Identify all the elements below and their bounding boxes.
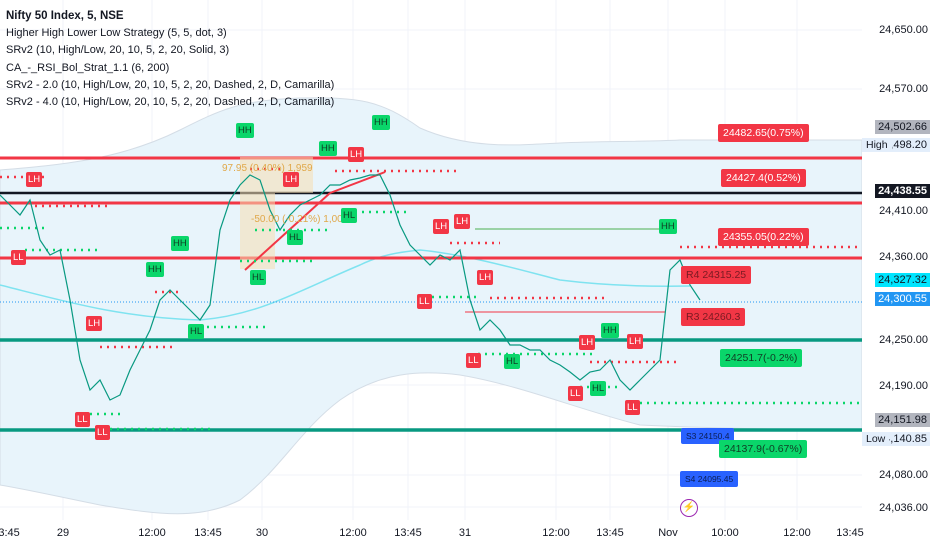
time-label: 29 (56, 527, 70, 539)
swing-marker-ll: LL (568, 386, 583, 401)
swing-marker-lh: LH (579, 335, 596, 350)
swing-marker-lh: LH (627, 334, 644, 349)
time-label: 10:00 (711, 527, 739, 539)
swing-marker-hh: HH (146, 262, 164, 277)
indicator-legend-item[interactable]: SRv2 - 2.0 (10, High/Low, 20, 10, 5, 2, … (6, 78, 335, 91)
indicator-legend-item[interactable]: Higher High Lower Low Strategy (5, 5, do… (6, 27, 227, 39)
upper-band-tag: 24,502.66 (875, 120, 930, 134)
swing-marker-hh: HH (171, 236, 189, 251)
resistance-callout-2: 24427.4(0.52%) (721, 169, 806, 187)
swing-marker-lh: LH (26, 172, 43, 187)
price-label: 24,250.00 (879, 334, 928, 346)
measure-label-lower: -50.00 (-0.21%) 1,000 (251, 214, 349, 225)
indicator-legend-item[interactable]: SRv2 (10, High/Low, 20, 10, 5, 2, 20, So… (6, 44, 230, 57)
swing-marker-hh: HH (236, 123, 254, 138)
last-price-tag: 24,300.55 (875, 292, 930, 306)
candles (0, 174, 701, 401)
support-callout-2: 24137.9(-0.67%) (719, 440, 808, 458)
resistance-callout-3: 24355.05(0.22%) (718, 228, 809, 246)
measure-box-upper (240, 157, 313, 193)
swing-marker-hh: HH (659, 219, 677, 234)
swing-marker-hl: HL (287, 230, 304, 245)
swing-marker-hl: HL (341, 208, 358, 223)
camarilla-s4-callout: S4 24095.45 (680, 471, 739, 487)
swing-marker-ll: LL (75, 412, 90, 427)
swing-marker-hl: HL (250, 270, 267, 285)
price-label: 24,080.00 (879, 469, 928, 481)
black-line-tag: 24,438.55 (875, 184, 930, 198)
swing-marker-lh: LH (433, 219, 450, 234)
swing-marker-lh: LH (86, 316, 103, 331)
swing-marker-hh: HH (372, 115, 390, 130)
price-label: 24,360.00 (879, 251, 928, 263)
time-label: 30 (255, 527, 269, 539)
price-label: 24,570.00 (879, 83, 928, 95)
price-label: 24,410.00 (879, 205, 928, 217)
swing-marker-hl: HL (504, 354, 521, 369)
lower-band-tag: 24,151.98 (875, 413, 930, 427)
indicator-legend-item[interactable]: SRv2 - 4.0 (10, High/Low, 20, 10, 5, 2, … (6, 96, 335, 109)
price-label: 24,650.00 (879, 24, 928, 36)
measure-label-upper: 97.95 (0.40%) 1,959 (222, 163, 313, 174)
time-label: 13:45 (194, 527, 222, 539)
swing-marker-ll: LL (625, 400, 640, 415)
chart-legend: Nifty 50 Index, 5, NSE Higher High Lower… (6, 8, 334, 111)
moving-average-line (0, 249, 691, 321)
camarilla-r4-callout: R4 24315.25 (681, 266, 752, 284)
indicator-legend-item[interactable]: CA_-_RSI_Bol_Strat_1.1 (6, 200) (6, 61, 170, 74)
support-callout-1: 24251.7(-0.2%) (720, 349, 803, 367)
symbol-title[interactable]: Nifty 50 Index, 5, NSE (6, 10, 124, 22)
swing-marker-lh: LH (477, 270, 494, 285)
time-label: 12:00 (542, 527, 570, 539)
camarilla-r3-callout: R3 24260.3 (681, 308, 746, 326)
swing-marker-hh: HH (601, 323, 619, 338)
high-tag-label: High (862, 138, 892, 152)
time-label: 12:00 (138, 527, 166, 539)
swing-marker-lh: LH (454, 214, 471, 229)
swing-marker-hl: HL (188, 324, 205, 339)
swing-marker-ll: LL (417, 294, 432, 309)
price-label: 24,036.00 (879, 502, 928, 514)
time-label: 12:00 (783, 527, 811, 539)
time-label: 13:45 (836, 527, 864, 539)
dotted-levels (0, 167, 862, 431)
time-label: 12:00 (339, 527, 367, 539)
swing-marker-hh: HH (319, 141, 337, 156)
resistance-lines (0, 156, 862, 260)
swing-marker-ll: LL (466, 353, 481, 368)
time-label: 13:45 (0, 527, 20, 539)
resistance-callout-1: 24482.65(0.75%) (718, 124, 809, 142)
time-label: 13:45 (596, 527, 624, 539)
time-label: 31 (458, 527, 472, 539)
swing-marker-lh: LH (348, 147, 365, 162)
swing-marker-ll: LL (11, 250, 26, 265)
ma-tag: 24,327.32 (875, 273, 930, 287)
swing-marker-hl: HL (590, 381, 607, 396)
price-label: 24,190.00 (879, 380, 928, 392)
low-tag-label: Low (862, 432, 890, 446)
time-label: Nov (658, 527, 678, 539)
lightning-event-icon[interactable]: ⚡ (680, 499, 698, 517)
swing-marker-lh: LH (283, 172, 300, 187)
swing-marker-ll: LL (95, 425, 110, 440)
time-label: 13:45 (394, 527, 422, 539)
